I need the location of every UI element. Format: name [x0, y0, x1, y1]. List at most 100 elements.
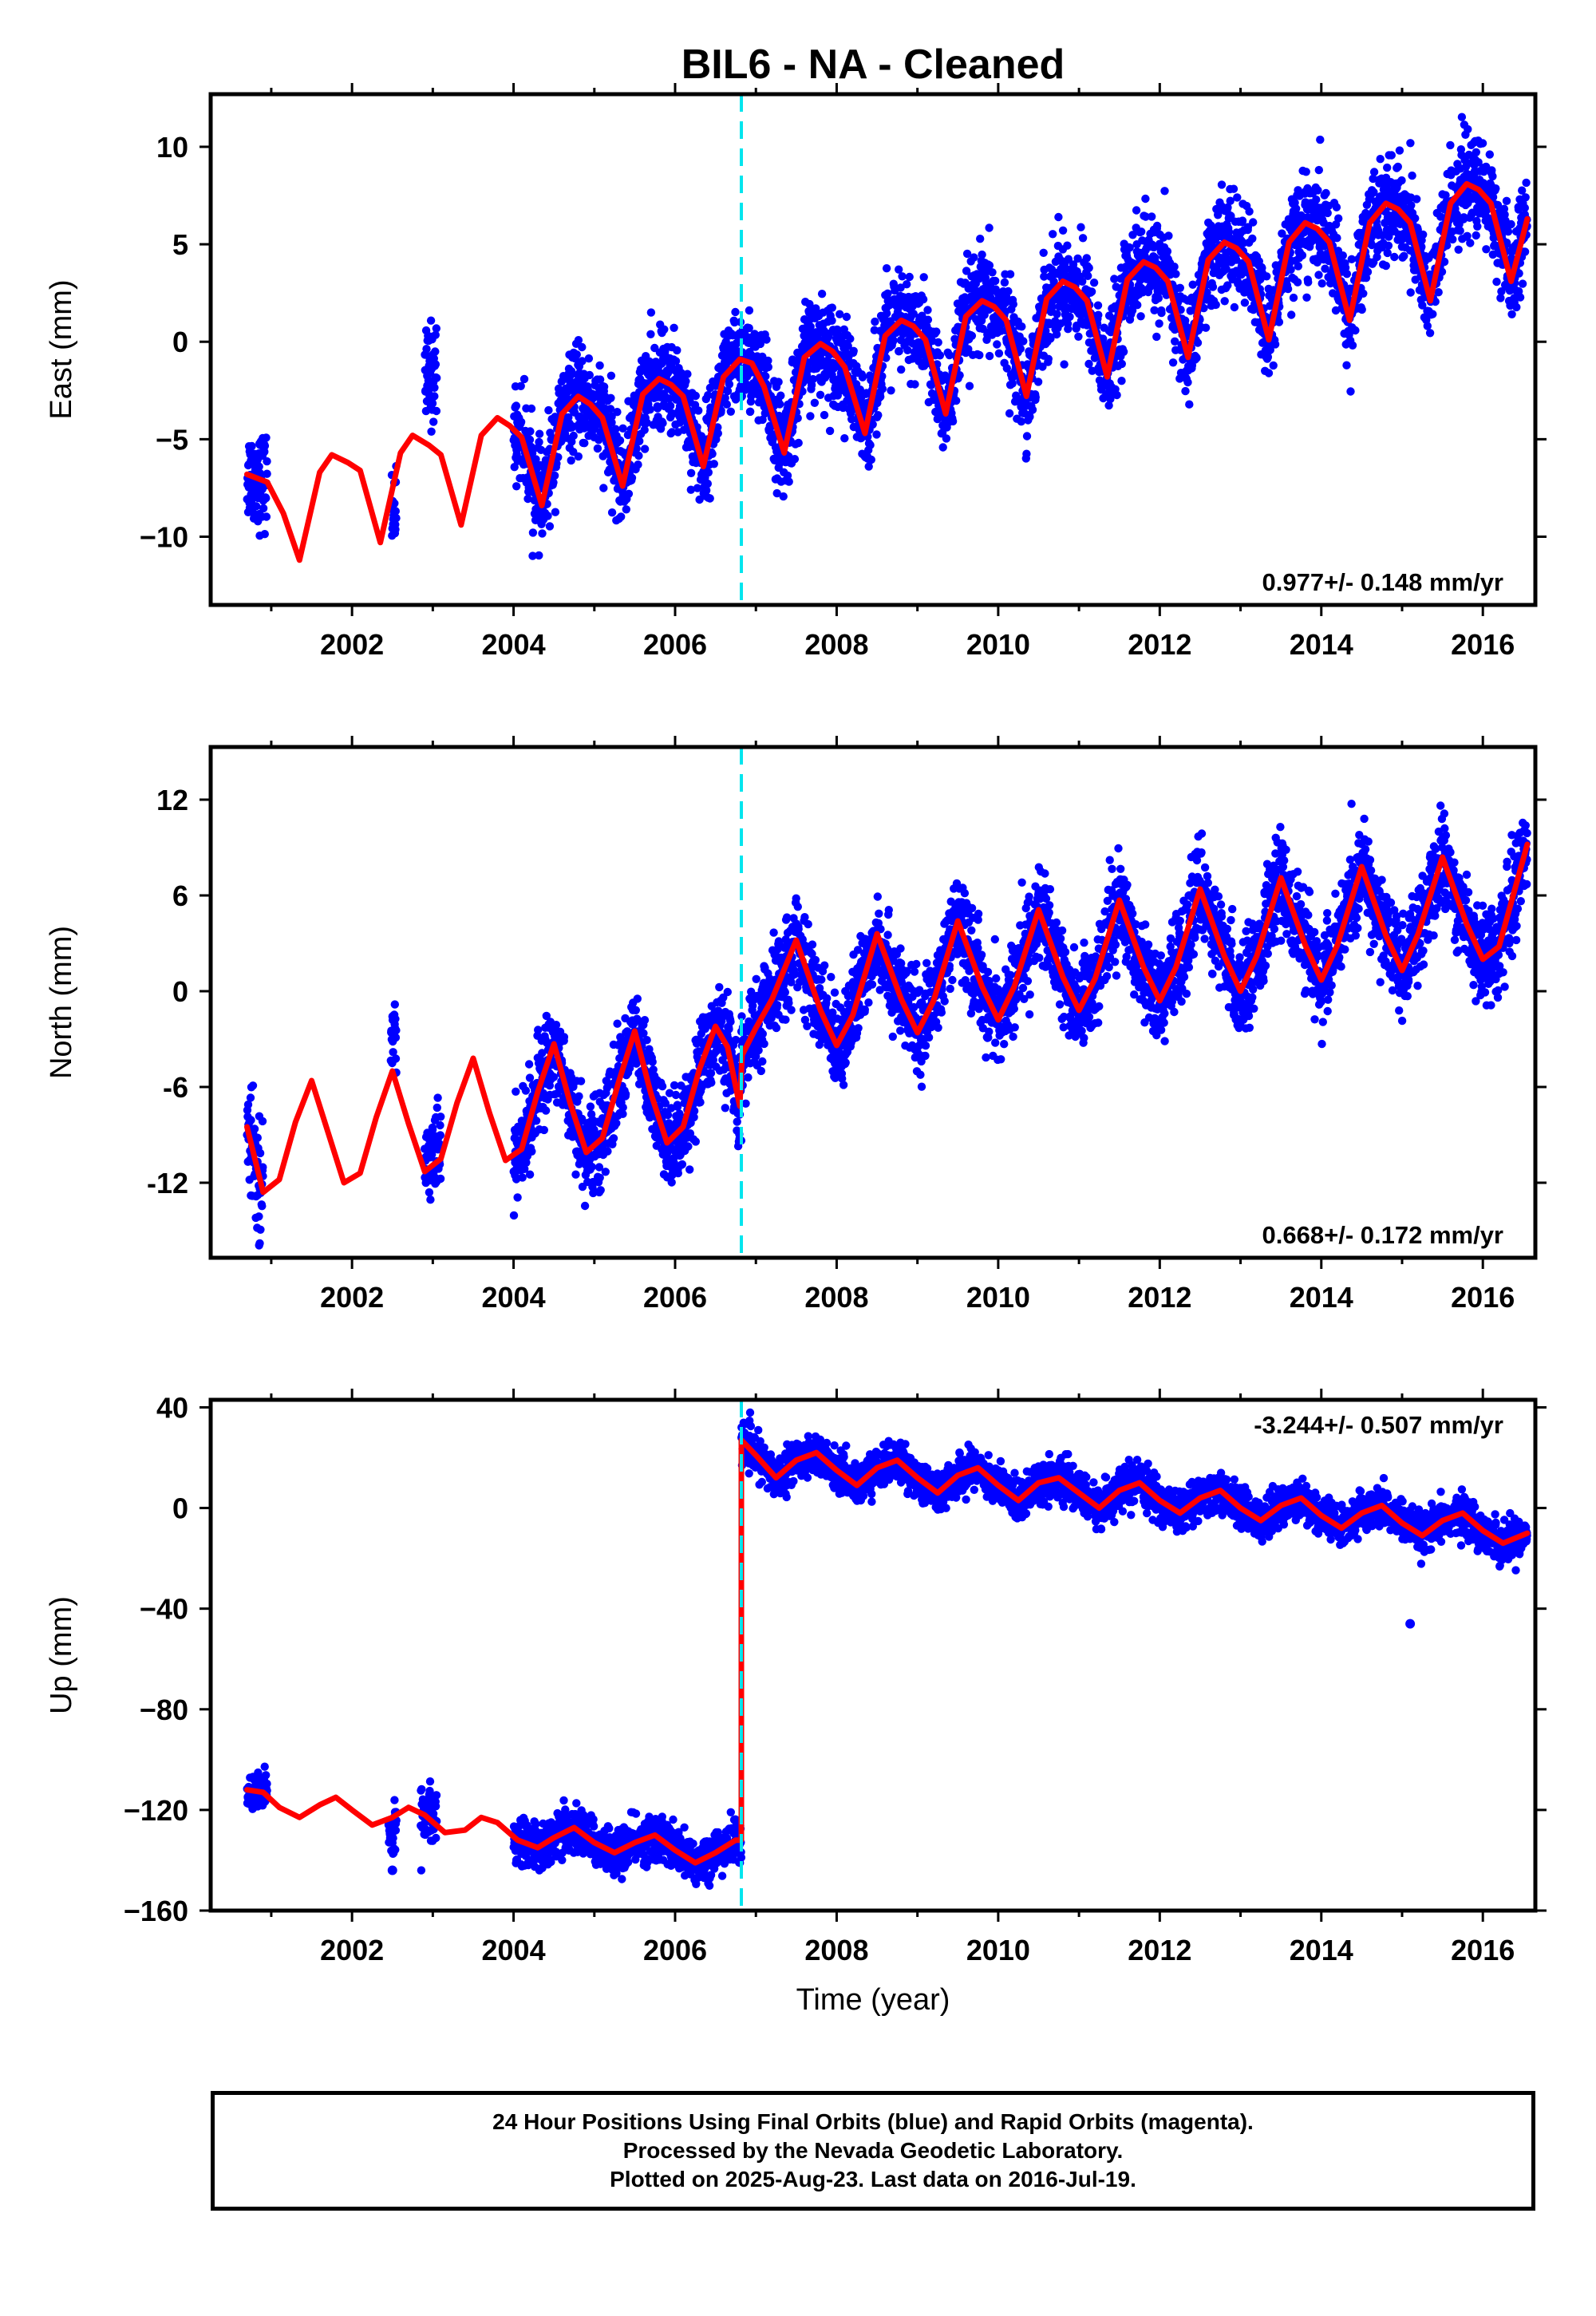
- data-point: [666, 401, 675, 410]
- data-point: [903, 346, 912, 354]
- data-point: [428, 1125, 437, 1134]
- data-point: [1008, 379, 1017, 388]
- data-point: [516, 417, 526, 426]
- data-point: [708, 449, 717, 458]
- data-point: [646, 405, 654, 414]
- data-point: [1263, 353, 1273, 362]
- data-point: [521, 1086, 531, 1095]
- data-point: [634, 460, 642, 469]
- data-point: [524, 1060, 534, 1069]
- data-point: [923, 315, 933, 324]
- data-point: [926, 381, 936, 389]
- data-point: [1472, 231, 1480, 240]
- data-point: [1093, 301, 1103, 310]
- data-point: [1323, 208, 1332, 218]
- data-point: [764, 356, 772, 366]
- data-point: [849, 346, 858, 355]
- data-point: [1493, 200, 1503, 210]
- data-point: [1314, 271, 1323, 279]
- data-point: [255, 462, 263, 471]
- data-point: [1077, 223, 1085, 231]
- data-point: [1256, 275, 1265, 284]
- data-point: [1373, 252, 1381, 262]
- data-point: [1038, 362, 1047, 371]
- data-point: [595, 1173, 604, 1183]
- data-point: [938, 443, 947, 452]
- east-model-fit-line: [244, 180, 1531, 563]
- data-point: [618, 1103, 627, 1112]
- data-point: [426, 1196, 435, 1204]
- data-point: [622, 505, 630, 514]
- data-point: [1022, 432, 1032, 441]
- data-point: [1491, 184, 1500, 193]
- data-point: [578, 357, 587, 366]
- data-point: [593, 444, 602, 453]
- data-point: [535, 551, 543, 560]
- data-point: [1136, 312, 1145, 321]
- data-point: [1150, 306, 1159, 314]
- figure-title: BIL6 - NA - Cleaned: [681, 41, 1065, 88]
- data-point: [726, 407, 735, 416]
- data-point: [430, 392, 439, 401]
- data-point: [1278, 229, 1286, 238]
- data-point: [882, 264, 891, 273]
- data-point: [1384, 241, 1393, 250]
- data-point: [262, 433, 271, 442]
- data-point: [428, 1150, 437, 1160]
- data-point: [251, 502, 261, 511]
- data-point: [1044, 354, 1053, 363]
- data-point: [646, 308, 656, 317]
- data-point: [882, 354, 891, 362]
- data-point: [1117, 377, 1126, 385]
- data-point: [606, 371, 616, 380]
- y-tick-label: −5: [156, 423, 188, 456]
- data-point: [1270, 340, 1280, 349]
- data-point: [889, 336, 898, 345]
- data-point: [1302, 168, 1310, 176]
- data-point: [541, 1106, 551, 1115]
- data-point: [512, 482, 521, 491]
- data-point: [905, 272, 914, 282]
- data-point: [436, 1120, 444, 1130]
- data-point: [1181, 386, 1190, 396]
- data-point: [554, 453, 563, 462]
- data-point: [1376, 155, 1385, 164]
- data-point: [1262, 272, 1271, 281]
- data-point: [1128, 231, 1137, 239]
- data-point: [1357, 305, 1366, 314]
- data-point: [535, 437, 543, 447]
- data-point: [810, 398, 820, 407]
- data-point: [686, 468, 696, 477]
- data-point: [1383, 248, 1392, 258]
- data-point: [866, 441, 875, 449]
- data-point: [978, 250, 986, 259]
- data-point: [1342, 361, 1351, 370]
- data-point: [794, 438, 803, 448]
- data-point: [1381, 261, 1391, 271]
- data-point: [522, 1158, 531, 1168]
- data-point: [595, 1163, 604, 1172]
- data-point: [1065, 312, 1074, 322]
- data-point: [247, 441, 256, 451]
- data-point: [1016, 344, 1025, 354]
- data-point: [526, 427, 535, 436]
- data-point: [248, 1081, 258, 1090]
- data-point: [527, 449, 537, 457]
- data-point: [816, 390, 825, 399]
- data-point: [595, 375, 605, 384]
- data-point: [1088, 366, 1096, 375]
- data-point: [1025, 413, 1034, 421]
- x-tick-label: 2004: [482, 628, 546, 661]
- panel-east: 2002 2004 2006 2008 2010 2012 2014 2016−10−5051…: [45, 83, 1547, 661]
- x-tick-label: 2014: [1290, 628, 1353, 661]
- data-point: [1302, 293, 1311, 302]
- data-point: [1503, 227, 1513, 236]
- data-point: [428, 399, 437, 408]
- data-point: [1041, 326, 1050, 335]
- data-point: [1317, 279, 1326, 288]
- data-point: [1314, 165, 1324, 175]
- data-point: [858, 373, 867, 381]
- data-point: [1472, 148, 1481, 156]
- data-point: [1171, 270, 1180, 279]
